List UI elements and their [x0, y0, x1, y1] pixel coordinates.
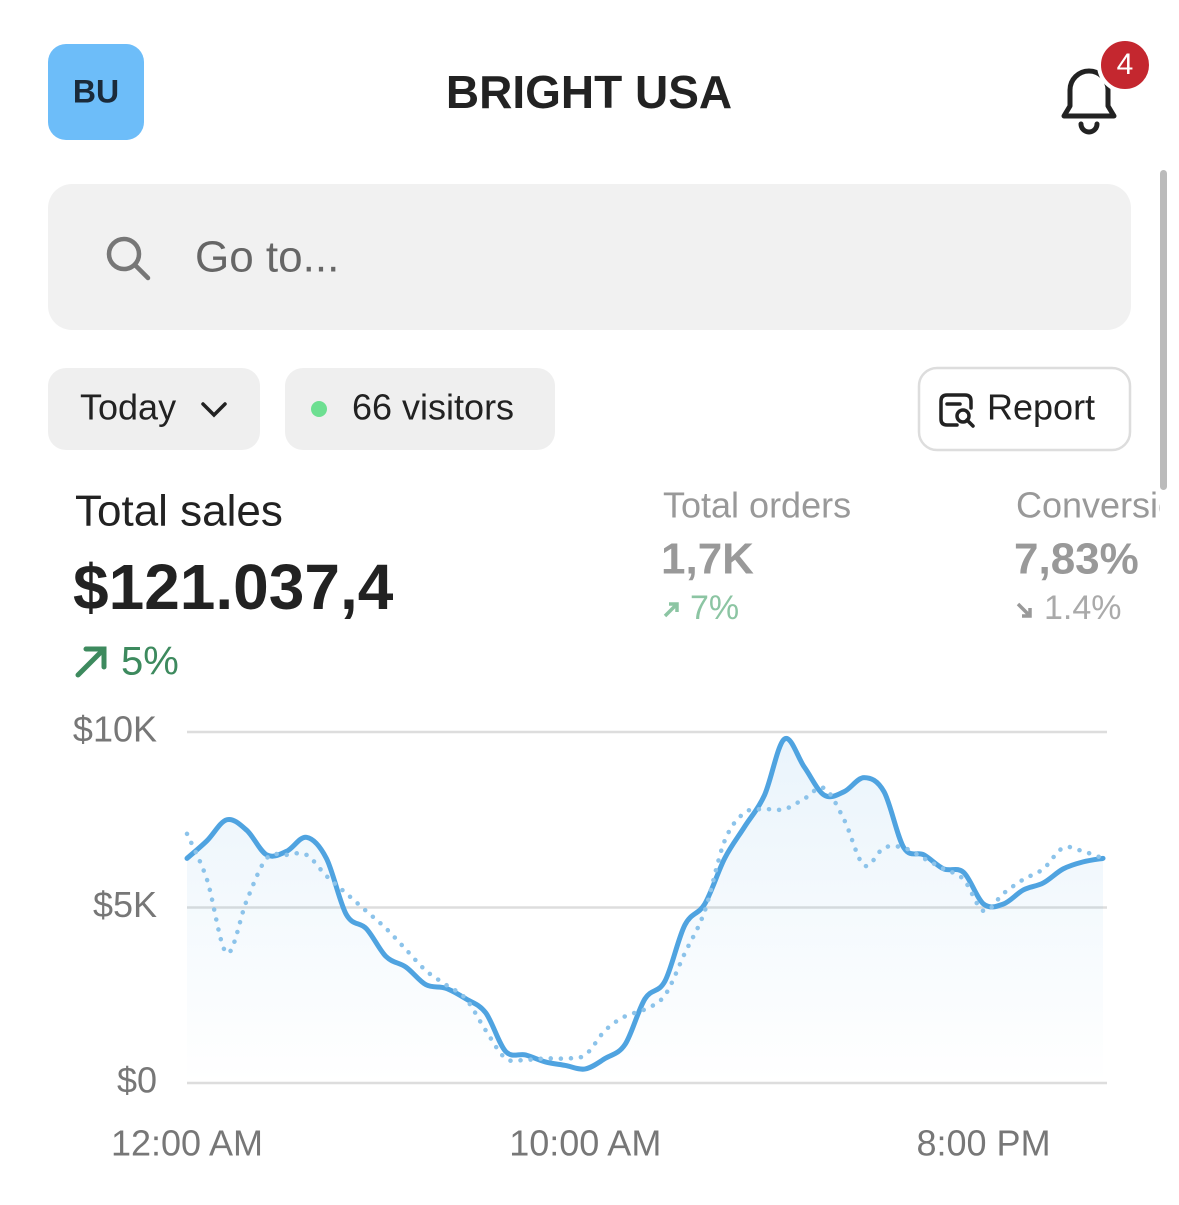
search-placeholder: Go to...: [195, 233, 339, 282]
period-selector[interactable]: [48, 368, 260, 450]
metric-label: Conversion: [1016, 485, 1179, 526]
report-icon: [939, 393, 975, 428]
notification-badge: [1097, 37, 1153, 93]
metric-label: Total orders: [663, 485, 851, 526]
report-button[interactable]: [917, 366, 1132, 452]
metric-label: Total sales: [75, 487, 283, 536]
x-tick-label: 10:00 AM: [509, 1123, 661, 1164]
bell-icon[interactable]: [1061, 68, 1117, 135]
live-dot: [311, 401, 327, 417]
up-arrow: [75, 646, 107, 678]
up-arrow: [663, 602, 679, 618]
notification-count: 4: [1117, 48, 1134, 81]
y-tick-label: $10K: [73, 709, 157, 750]
store-title: BRIGHT USA: [446, 66, 732, 118]
metric-value: 7,83%: [1014, 535, 1139, 584]
line-series: [184, 785, 1106, 1064]
metric-value: $121.037,4: [73, 551, 394, 623]
chevron-icon: [201, 402, 227, 418]
area-fill: [187, 738, 1104, 1083]
y-tick-label: $0: [117, 1060, 157, 1101]
visitors-pill[interactable]: [285, 368, 555, 450]
search-box[interactable]: [48, 184, 1131, 330]
down-arrow: [1016, 602, 1032, 618]
scrollbar: [1160, 170, 1167, 490]
avatar-initials: BU: [73, 73, 119, 109]
avatar[interactable]: [48, 44, 144, 140]
metric-change: 7%: [690, 589, 739, 627]
y-tick-label: $5K: [93, 884, 157, 925]
metric-change: 1.4%: [1044, 589, 1122, 627]
line-series: [184, 735, 1106, 1072]
metric-value: 1,7K: [661, 535, 754, 584]
visitors-label: 66 visitors: [352, 387, 514, 428]
report-label: Report: [987, 387, 1095, 428]
sales-chart: $0 $5K $10K 12:00 AM 10:00 AM 8:00 PM: [73, 709, 1107, 1164]
search-icon: [106, 236, 151, 281]
x-tick-label: 12:00 AM: [111, 1123, 263, 1164]
metric-change: 5%: [121, 640, 179, 684]
period-label: Today: [80, 387, 176, 428]
x-tick-label: 8:00 PM: [916, 1123, 1050, 1164]
